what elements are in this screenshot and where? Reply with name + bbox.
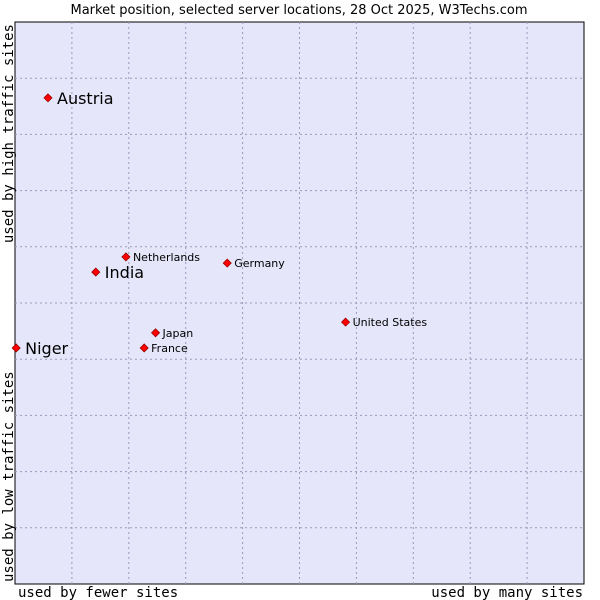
y-axis-label-top: used by high traffic sites <box>1 24 17 243</box>
point-label-france: France <box>151 342 188 355</box>
x-axis-label-right: used by many sites <box>431 585 583 600</box>
point-marker-niger <box>11 343 21 353</box>
y-axis-label-bottom: used by low traffic sites <box>1 371 17 582</box>
point-marker-germany <box>222 258 232 268</box>
point-label-germany: Germany <box>234 257 285 270</box>
point-label-japan: Japan <box>162 327 194 340</box>
point-marker-india <box>91 267 101 277</box>
point-label-united-states: United States <box>353 316 428 329</box>
data-point-france: France <box>139 342 188 355</box>
data-point-austria: Austria <box>43 89 114 108</box>
point-label-india: India <box>105 263 144 282</box>
data-point-india: India <box>91 263 144 282</box>
data-point-niger: Niger <box>11 339 69 358</box>
point-label-niger: Niger <box>25 339 68 358</box>
data-point-germany: Germany <box>222 257 285 270</box>
data-point-netherlands: Netherlands <box>121 251 200 264</box>
point-marker-france <box>139 343 149 353</box>
grid-lines <box>15 22 584 584</box>
point-marker-japan <box>150 328 161 338</box>
data-point-japan: Japan <box>150 327 194 340</box>
point-label-netherlands: Netherlands <box>133 251 200 264</box>
data-points: Austria India Niger Netherlands Germany Unite… <box>11 89 428 358</box>
chart-title: Market position, selected server locatio… <box>70 3 527 18</box>
point-marker-united-states <box>341 317 351 327</box>
point-marker-austria <box>43 93 53 103</box>
point-marker-netherlands <box>121 252 131 262</box>
point-label-austria: Austria <box>57 89 114 108</box>
x-axis-label-left: used by fewer sites <box>18 585 178 600</box>
data-point-united-states: United States <box>341 316 428 329</box>
